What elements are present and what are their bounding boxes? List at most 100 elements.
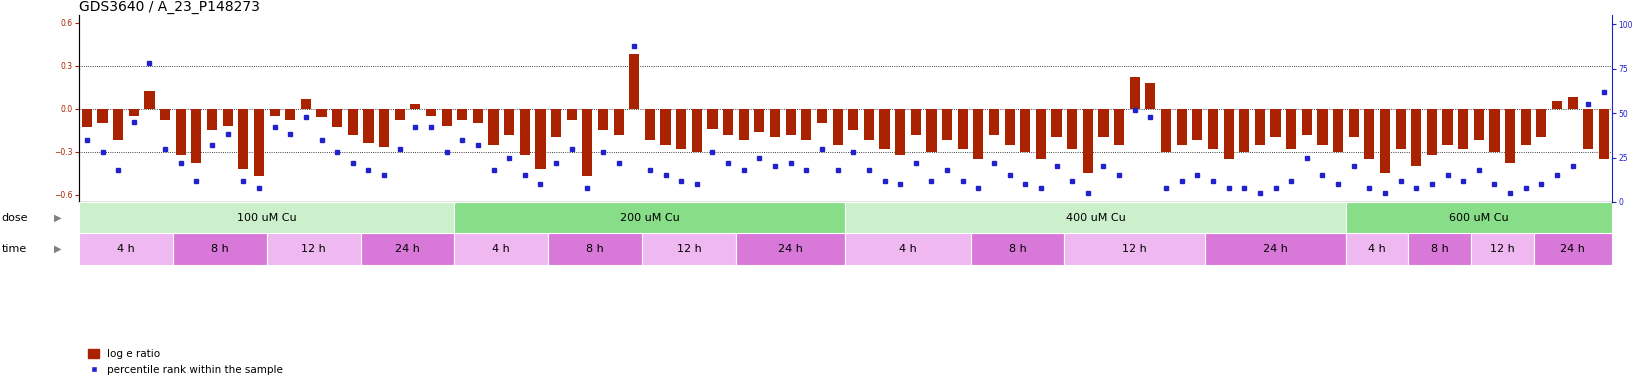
Bar <box>1473 109 1483 140</box>
Bar <box>1584 109 1594 149</box>
Text: ▶: ▶ <box>54 244 63 254</box>
Bar <box>723 109 733 134</box>
Bar <box>1083 109 1093 173</box>
Bar <box>222 109 232 126</box>
Bar <box>1239 109 1249 152</box>
Bar <box>176 109 186 155</box>
Bar <box>1068 109 1078 149</box>
Bar <box>425 109 437 116</box>
Bar <box>1205 233 1346 265</box>
Bar <box>630 54 639 109</box>
Bar <box>738 109 748 140</box>
Bar <box>97 109 107 123</box>
Bar <box>1005 109 1015 144</box>
Bar <box>770 109 780 137</box>
Bar <box>1160 109 1172 152</box>
Bar <box>79 233 173 265</box>
Text: 12 h: 12 h <box>302 244 326 254</box>
Bar <box>488 109 499 144</box>
Bar <box>1271 109 1280 137</box>
Bar <box>661 109 671 144</box>
Bar <box>1302 109 1312 134</box>
Bar <box>895 109 905 155</box>
Bar <box>1567 97 1577 109</box>
Bar <box>504 109 514 134</box>
Bar <box>845 202 1346 233</box>
Bar <box>473 109 483 123</box>
Bar <box>114 109 124 140</box>
Bar <box>643 233 737 265</box>
Bar <box>145 91 155 109</box>
Bar <box>845 233 971 265</box>
Bar <box>644 109 654 140</box>
Bar <box>1192 109 1203 140</box>
Bar <box>1051 109 1061 137</box>
Bar <box>1409 233 1472 265</box>
Bar <box>1490 109 1500 152</box>
Bar <box>254 109 264 176</box>
Bar <box>239 109 249 169</box>
Text: 400 uM Cu: 400 uM Cu <box>1066 213 1126 223</box>
Bar <box>1442 109 1452 144</box>
Bar <box>519 109 531 155</box>
Text: GDS3640 / A_23_P148273: GDS3640 / A_23_P148273 <box>79 0 260 14</box>
Bar <box>1145 83 1155 109</box>
Bar <box>1505 109 1515 163</box>
Bar <box>1208 109 1218 149</box>
Bar <box>974 109 984 159</box>
Bar <box>302 99 311 109</box>
Bar <box>267 233 361 265</box>
Bar <box>1065 233 1205 265</box>
Bar <box>692 109 702 152</box>
Bar <box>1020 109 1030 152</box>
Bar <box>1348 109 1360 137</box>
Bar <box>1346 233 1409 265</box>
Bar <box>801 109 811 140</box>
Bar <box>1536 109 1546 137</box>
Text: 4 h: 4 h <box>117 244 135 254</box>
Bar <box>1379 109 1389 173</box>
Text: ▶: ▶ <box>54 213 63 223</box>
Bar <box>410 104 420 109</box>
Bar <box>880 109 890 149</box>
Text: 200 uM Cu: 200 uM Cu <box>620 213 681 223</box>
Bar <box>1114 109 1124 144</box>
Bar <box>549 233 643 265</box>
Bar <box>394 109 405 120</box>
Bar <box>550 109 562 137</box>
Bar <box>456 109 468 120</box>
Bar <box>817 109 827 123</box>
Text: time: time <box>2 244 26 254</box>
Bar <box>1037 109 1046 159</box>
Bar <box>1458 109 1468 149</box>
Bar <box>1177 109 1187 144</box>
Bar <box>567 109 577 120</box>
Bar <box>832 109 842 144</box>
Bar <box>331 109 343 127</box>
Text: 4 h: 4 h <box>900 244 916 254</box>
Bar <box>786 109 796 134</box>
Legend: log e ratio, percentile rank within the sample: log e ratio, percentile rank within the … <box>84 345 287 379</box>
Bar <box>379 109 389 147</box>
Text: 8 h: 8 h <box>1009 244 1027 254</box>
Bar <box>1254 109 1266 144</box>
Bar <box>911 109 921 134</box>
Bar <box>864 109 873 140</box>
Text: dose: dose <box>2 213 28 223</box>
Bar <box>1396 109 1406 149</box>
Bar <box>316 109 326 117</box>
Bar <box>361 233 455 265</box>
Bar <box>1333 109 1343 152</box>
Bar <box>455 202 845 233</box>
Bar <box>455 233 549 265</box>
Bar <box>1552 101 1562 109</box>
Bar <box>173 233 267 265</box>
Bar <box>208 109 218 130</box>
Text: 4 h: 4 h <box>493 244 511 254</box>
Text: 8 h: 8 h <box>211 244 229 254</box>
Bar <box>1129 77 1140 109</box>
Bar <box>676 109 686 149</box>
Bar <box>270 109 280 116</box>
Bar <box>1472 233 1534 265</box>
Bar <box>613 109 623 134</box>
